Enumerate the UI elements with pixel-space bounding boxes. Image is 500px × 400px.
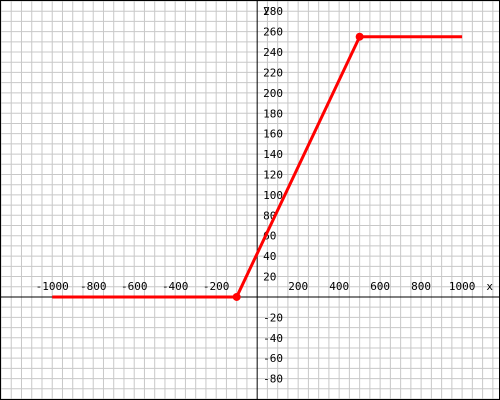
x-axis-label: x — [486, 280, 493, 293]
y-tick-label: 160 — [263, 128, 283, 141]
y-tick-label: 120 — [263, 168, 283, 181]
y-tick-label: 200 — [263, 87, 283, 100]
y-tick-label: 240 — [263, 46, 283, 59]
x-tick-label: 600 — [370, 280, 390, 293]
x-tick-label: 200 — [288, 280, 308, 293]
y-tick-label: 20 — [263, 271, 276, 284]
series-line — [52, 35, 463, 299]
y-tick-label: -80 — [263, 373, 283, 386]
x-tick-label: 800 — [411, 280, 431, 293]
y-tick-label: 280 — [263, 5, 283, 18]
x-tick-labels: -1000 -800 -600 -400 -200 200 400 600 800 1000 — [36, 280, 476, 293]
y-axis-label: y — [263, 3, 270, 16]
y-tick-label: 100 — [263, 189, 283, 202]
y-tick-label: 40 — [263, 250, 276, 263]
x-tick-label: -200 — [203, 280, 230, 293]
y-tick-labels: -80-60-40-202040608010012014016018020022… — [263, 5, 283, 385]
x-tick-label: -400 — [162, 280, 189, 293]
y-tick-label: 220 — [263, 66, 283, 79]
y-tick-label: 260 — [263, 26, 283, 39]
y-tick-label: -60 — [263, 352, 283, 365]
x-tick-label: 1000 — [449, 280, 476, 293]
series-point — [355, 32, 364, 41]
y-tick-label: -20 — [263, 311, 283, 324]
y-tick-label: -40 — [263, 332, 283, 345]
x-tick-label: 400 — [329, 280, 349, 293]
x-tick-label: -1000 — [36, 280, 69, 293]
series-point — [232, 292, 241, 301]
x-tick-label: -800 — [80, 280, 107, 293]
series — [52, 32, 463, 301]
y-tick-label: 180 — [263, 107, 283, 120]
y-tick-label: 140 — [263, 148, 283, 161]
x-tick-label: -600 — [121, 280, 148, 293]
